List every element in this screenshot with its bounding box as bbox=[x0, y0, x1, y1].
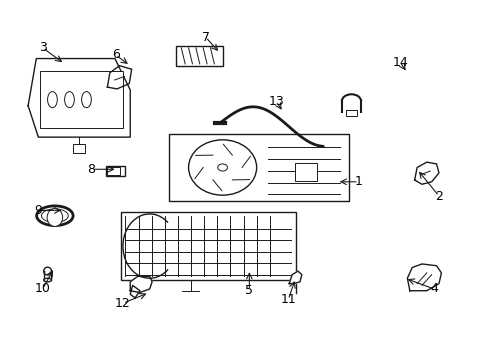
Polygon shape bbox=[107, 66, 131, 89]
Ellipse shape bbox=[47, 91, 57, 108]
Text: 14: 14 bbox=[391, 55, 407, 69]
Text: 5: 5 bbox=[245, 284, 253, 297]
Bar bbox=[40, 71, 122, 128]
Text: 8: 8 bbox=[87, 163, 95, 176]
Ellipse shape bbox=[37, 206, 73, 226]
Bar bbox=[294, 163, 316, 181]
Text: 3: 3 bbox=[39, 41, 46, 54]
Text: 7: 7 bbox=[201, 31, 209, 44]
Text: 12: 12 bbox=[115, 297, 131, 310]
Bar bbox=[106, 166, 125, 176]
Ellipse shape bbox=[81, 91, 91, 108]
Polygon shape bbox=[414, 162, 438, 184]
Bar bbox=[73, 144, 85, 153]
Text: 10: 10 bbox=[35, 283, 51, 296]
Ellipse shape bbox=[47, 208, 62, 226]
Ellipse shape bbox=[64, 91, 74, 108]
Text: 4: 4 bbox=[429, 283, 437, 296]
Text: 11: 11 bbox=[280, 293, 296, 306]
Bar bbox=[169, 134, 348, 202]
Polygon shape bbox=[407, 264, 441, 291]
Ellipse shape bbox=[43, 267, 51, 275]
Ellipse shape bbox=[41, 209, 68, 222]
Ellipse shape bbox=[217, 164, 227, 171]
Bar bbox=[120, 212, 295, 280]
Polygon shape bbox=[130, 276, 152, 293]
Text: 9: 9 bbox=[34, 204, 41, 217]
Text: 1: 1 bbox=[354, 175, 362, 188]
Ellipse shape bbox=[43, 278, 51, 282]
Bar bbox=[107, 167, 119, 175]
Ellipse shape bbox=[188, 140, 256, 195]
Text: 6: 6 bbox=[111, 49, 120, 62]
Bar bbox=[345, 111, 357, 116]
Polygon shape bbox=[130, 285, 140, 298]
Polygon shape bbox=[288, 271, 301, 284]
Polygon shape bbox=[28, 59, 130, 137]
Bar bbox=[176, 46, 222, 66]
Text: 2: 2 bbox=[434, 190, 442, 203]
Text: 13: 13 bbox=[268, 95, 284, 108]
